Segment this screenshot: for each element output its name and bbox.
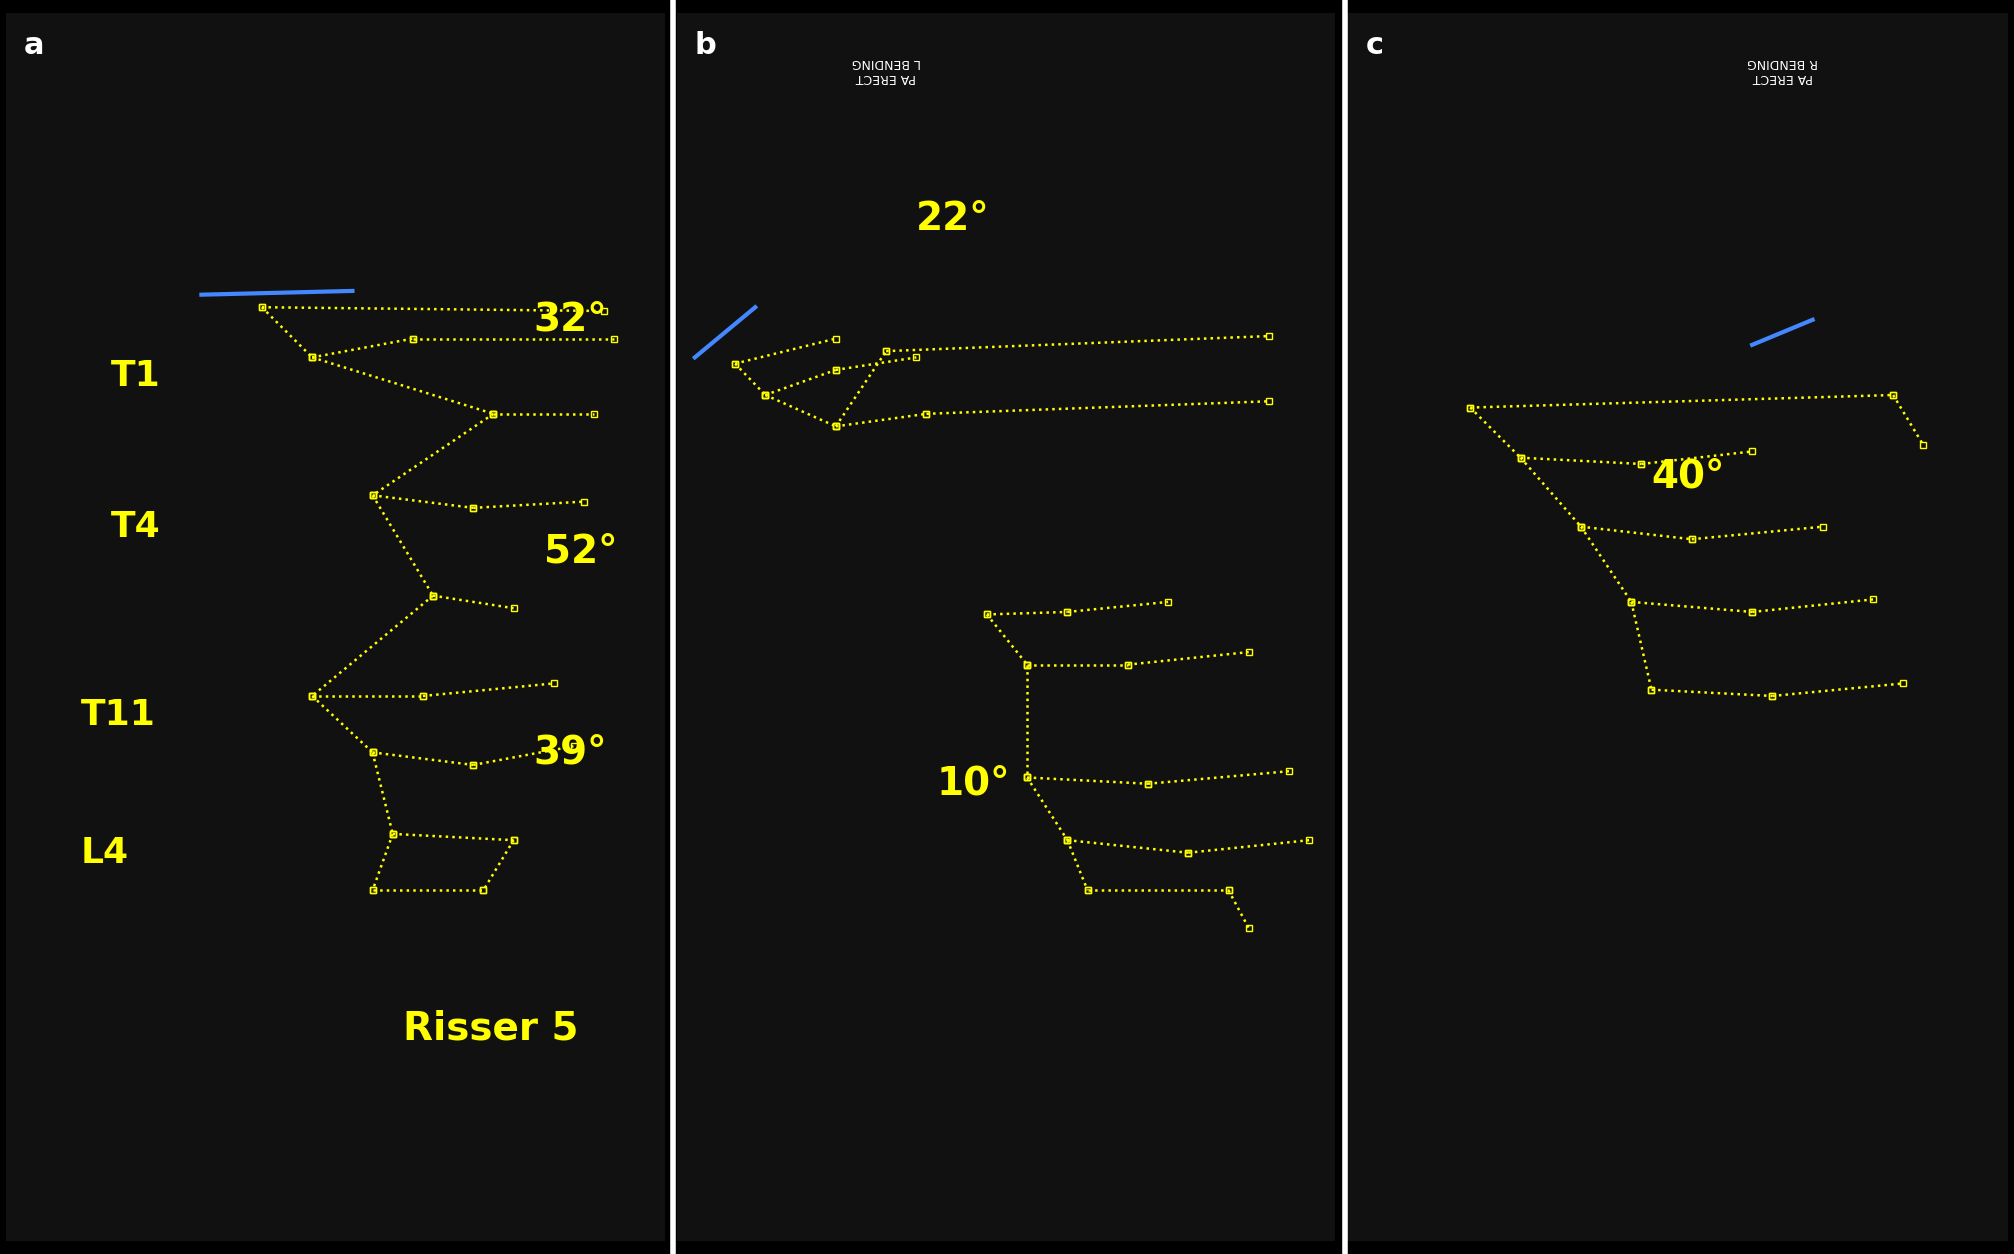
Text: T4: T4: [111, 509, 161, 544]
Text: 40°: 40°: [1651, 458, 1724, 495]
Text: Risser 5: Risser 5: [403, 1009, 578, 1047]
Text: a: a: [24, 31, 44, 60]
Text: T1: T1: [111, 359, 161, 394]
Text: PA ERECT
R BENDING: PA ERECT R BENDING: [1746, 56, 1819, 84]
FancyBboxPatch shape: [677, 13, 1335, 1241]
Text: 32°: 32°: [534, 301, 608, 339]
Text: c: c: [1365, 31, 1384, 60]
Text: PA ERECT
L BENDING: PA ERECT L BENDING: [852, 56, 920, 84]
Text: b: b: [695, 31, 717, 60]
Text: 52°: 52°: [544, 533, 616, 571]
Text: 10°: 10°: [937, 765, 1009, 803]
FancyBboxPatch shape: [6, 13, 665, 1241]
Text: 22°: 22°: [916, 201, 991, 238]
Text: T11: T11: [81, 697, 155, 732]
FancyBboxPatch shape: [1347, 13, 2008, 1241]
Text: L4: L4: [81, 835, 129, 870]
Text: 39°: 39°: [534, 734, 606, 771]
